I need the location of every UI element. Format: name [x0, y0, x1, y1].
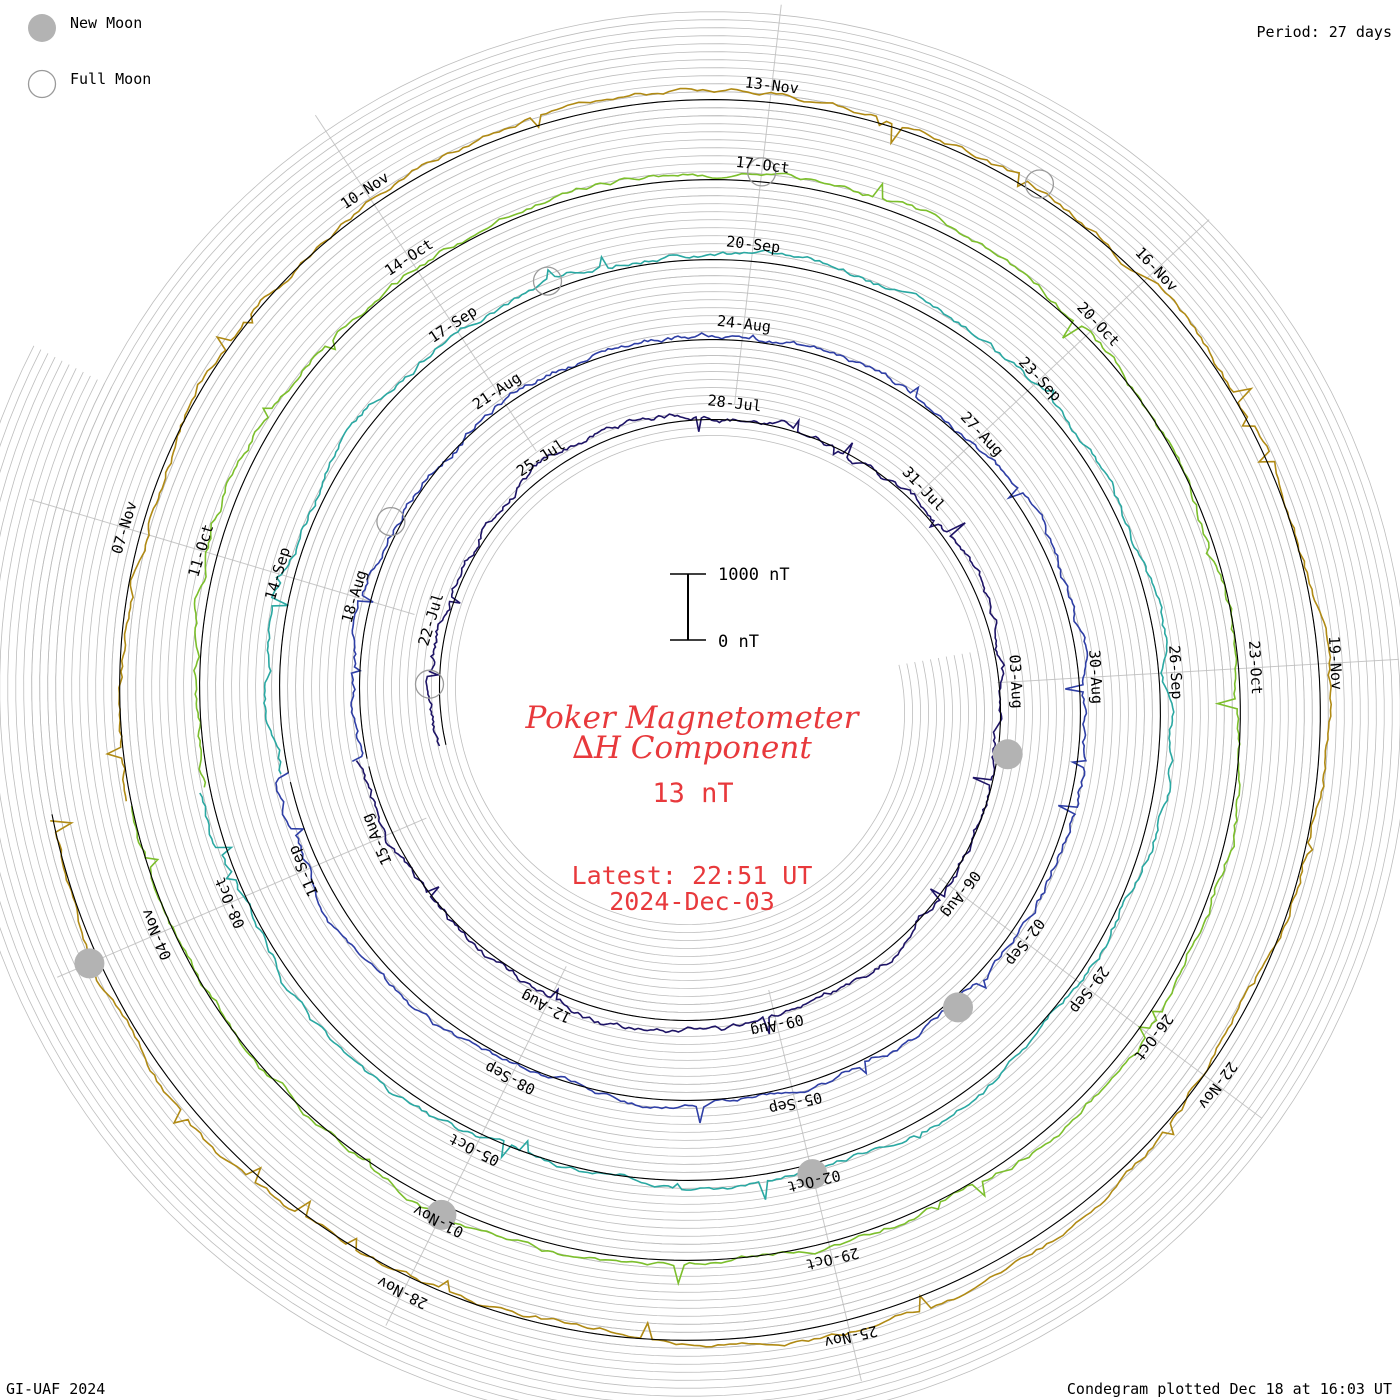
- moon-markers: [74, 157, 1055, 1230]
- date-label: 29-Oct: [804, 1244, 861, 1274]
- grid-spiral: [23, 83, 1337, 1357]
- date-label: 22-Nov: [1194, 1058, 1241, 1112]
- new-moon-marker: [426, 1199, 457, 1230]
- full-moon-marker: [414, 669, 445, 699]
- date-label: 02-Sep: [1002, 915, 1049, 969]
- date-label: 26-Oct: [1130, 1010, 1177, 1064]
- baseline-spiral: [130, 179, 1241, 1261]
- scale-bottom-label: 0 nT: [718, 632, 759, 652]
- component-word: Component: [621, 730, 812, 766]
- new-moon-marker: [992, 739, 1023, 770]
- component-letter: H: [593, 730, 622, 766]
- full-moon-marker: [747, 157, 777, 187]
- date-label: 04-Nov: [137, 906, 175, 963]
- full-moon-legend-label: Full Moon: [70, 70, 151, 88]
- date-label: 15-Aug: [358, 811, 396, 868]
- delta-symbol: ∆: [572, 730, 594, 766]
- sector-line: [385, 966, 567, 1326]
- date-label: 12-Aug: [518, 986, 574, 1026]
- new-moon-legend-icon: [28, 14, 56, 42]
- full-moon-marker: [532, 266, 563, 296]
- moon-legend: New Moon Full Moon: [27, 14, 151, 99]
- date-label: 30-Aug: [1085, 649, 1106, 704]
- new-moon-marker: [797, 1159, 828, 1190]
- sector-lines: [29, 4, 1399, 1382]
- chart-title: Poker Magnetometer: [525, 700, 861, 736]
- sector-line: [57, 817, 427, 978]
- center-title-block: Poker Magnetometer ∆H Component 13 nT La…: [525, 700, 861, 916]
- date-label: 25-Jul: [513, 435, 568, 480]
- baseline-spiral: [209, 259, 1161, 1181]
- date-label: 11-Oct: [185, 522, 218, 579]
- date-label: 03-Aug: [1005, 654, 1026, 709]
- date-label: 10-Nov: [337, 168, 392, 213]
- rotation-trace: [50, 87, 1333, 1348]
- scale-top-label: 1000 nT: [718, 565, 790, 585]
- baseline-spiral: [289, 339, 1081, 1101]
- sector-line: [29, 498, 415, 616]
- date-label: 26-Sep: [1165, 645, 1186, 700]
- baseline-spirals: [51, 99, 1321, 1341]
- date-label: 14-Sep: [261, 545, 294, 602]
- baseline-spiral: [368, 418, 1002, 1022]
- grid-spiral: [0, 35, 1385, 1400]
- latest-date: 2024-Dec-03: [609, 887, 775, 916]
- grid-spiral: [0, 27, 1393, 1400]
- grid-spiral: [0, 43, 1377, 1397]
- full-moon-legend-icon: [27, 69, 57, 99]
- full-moon-marker: [376, 506, 406, 537]
- footer-credit: GI-UAF 2024: [6, 1380, 106, 1398]
- date-label: 09-Aug: [749, 1010, 806, 1040]
- date-label: 19-Nov: [1325, 635, 1346, 690]
- scale-bar: 1000 nT 0 nT: [670, 565, 790, 652]
- date-label: 23-Oct: [1245, 640, 1266, 695]
- current-value: 13 nT: [652, 778, 733, 809]
- full-moon-marker: [1024, 169, 1055, 199]
- date-label: 24-Aug: [716, 312, 772, 336]
- sector-line: [916, 219, 1210, 496]
- baseline-spiral: [51, 99, 1321, 1341]
- latest-time: Latest: 22:51 UT: [572, 861, 813, 890]
- sector-line: [997, 658, 1399, 684]
- date-label: 25-Nov: [822, 1322, 879, 1352]
- grid-spiral: [0, 51, 1369, 1389]
- rotation-trace: [275, 332, 1089, 1124]
- rotation-trace: [355, 413, 1006, 1035]
- period-label: Period: 27 days: [1256, 23, 1392, 41]
- date-label: 28-Nov: [374, 1272, 430, 1312]
- date-label: 11-Sep: [284, 843, 322, 900]
- grid-spiral: [7, 67, 1353, 1373]
- rotation-trace: [199, 249, 1175, 1200]
- date-label: 08-Oct: [211, 874, 249, 931]
- date-label: 08-Sep: [482, 1058, 538, 1098]
- new-moon-legend-label: New Moon: [70, 14, 142, 32]
- component-label: ∆H Component: [572, 730, 812, 766]
- new-moon-marker: [74, 948, 105, 979]
- date-label: 18-Aug: [338, 568, 371, 625]
- new-moon-marker: [943, 992, 973, 1023]
- sector-line: [938, 877, 1262, 1119]
- date-label: 07-Nov: [108, 499, 141, 556]
- footer-plotted: Condegram plotted Dec 18 at 16:03 UT: [1066, 1380, 1392, 1398]
- grid-spiral: [0, 59, 1361, 1381]
